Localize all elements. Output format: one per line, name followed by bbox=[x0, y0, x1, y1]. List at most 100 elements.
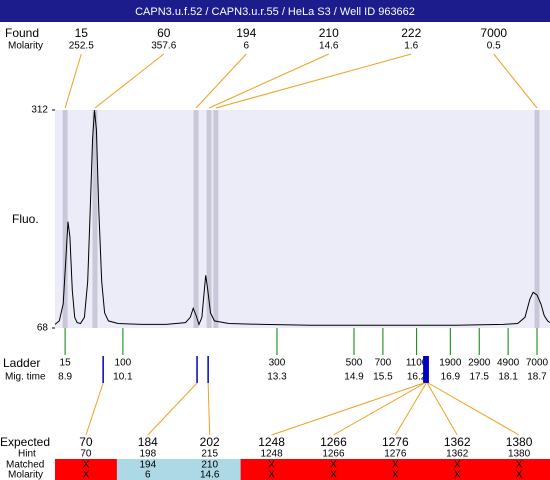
expected-label: Expected bbox=[0, 435, 50, 449]
found-size: 210 bbox=[319, 26, 339, 40]
ladder-migtime: 16.9 bbox=[441, 372, 461, 383]
found-molarity: 1.6 bbox=[404, 41, 418, 52]
expected-molarity: 6 bbox=[145, 470, 151, 480]
expected-size: 1362 bbox=[444, 435, 471, 449]
ladder-size: 100 bbox=[115, 358, 132, 369]
ladder-size: 500 bbox=[346, 358, 363, 369]
y-tick-label: 68 bbox=[37, 323, 49, 334]
found-molarity: 252.5 bbox=[69, 41, 94, 52]
ladder-migtime: 18.1 bbox=[498, 372, 518, 383]
migtime-label: Mig. time bbox=[5, 372, 46, 383]
expected-size: 1380 bbox=[506, 435, 533, 449]
expected-matched: X bbox=[516, 460, 523, 471]
ladder-migtime: 13.3 bbox=[267, 372, 287, 383]
expected-matched: X bbox=[268, 460, 275, 471]
match-cell bbox=[240, 459, 303, 480]
ladder-label: Ladder bbox=[3, 356, 40, 370]
expected-molarity: X bbox=[454, 470, 461, 480]
expected-size: 70 bbox=[79, 435, 93, 449]
peak-link bbox=[94, 53, 165, 109]
match-cell bbox=[488, 459, 550, 480]
expected-size: 1276 bbox=[382, 435, 409, 449]
expected-link bbox=[85, 382, 104, 436]
match-cell bbox=[178, 459, 242, 480]
expected-hint: 215 bbox=[201, 449, 218, 460]
expected-matched: X bbox=[83, 460, 90, 471]
ladder-migtime: 17.5 bbox=[469, 372, 489, 383]
title-bar bbox=[0, 0, 550, 22]
found-molarity: 6 bbox=[243, 41, 249, 52]
peak-link bbox=[493, 53, 538, 109]
found-molarity: 357.6 bbox=[151, 41, 176, 52]
ladder-size: 15 bbox=[60, 358, 72, 369]
expected-molarity: X bbox=[392, 470, 399, 480]
expected-molarity: X bbox=[83, 470, 90, 480]
expected-link bbox=[426, 382, 458, 436]
ladder-size: 300 bbox=[269, 358, 286, 369]
peak-band bbox=[193, 110, 199, 328]
expected-hint: 1276 bbox=[384, 449, 407, 460]
expected-hint: 1362 bbox=[446, 449, 469, 460]
ladder-migtime: 14.9 bbox=[344, 372, 364, 383]
peak-link bbox=[64, 53, 82, 109]
found-molarity: 14.6 bbox=[319, 41, 339, 52]
expected-hint: 1248 bbox=[260, 449, 283, 460]
peak-link bbox=[215, 53, 412, 109]
matched-label: Matched bbox=[6, 460, 44, 471]
expected-hint: 198 bbox=[139, 449, 156, 460]
trace bbox=[54, 109, 550, 326]
expected-link bbox=[427, 382, 520, 436]
expected-link bbox=[147, 382, 198, 436]
expected-hint: 70 bbox=[80, 449, 92, 460]
ladder-migtime: 10.1 bbox=[113, 372, 133, 383]
expected-matched: X bbox=[392, 460, 399, 471]
peak-band bbox=[213, 110, 219, 328]
peak-band bbox=[206, 110, 212, 328]
expected-matched: X bbox=[454, 460, 461, 471]
match-cell bbox=[116, 459, 180, 480]
ladder-migtime: 8.9 bbox=[58, 372, 72, 383]
found-size: 15 bbox=[75, 26, 89, 40]
expected-hint: 1380 bbox=[508, 449, 531, 460]
expected-link bbox=[394, 382, 427, 436]
expected-molarity: X bbox=[516, 470, 523, 480]
found-size: 222 bbox=[401, 26, 421, 40]
ladder-size: 2900 bbox=[468, 358, 491, 369]
found-molarity: 0.5 bbox=[487, 41, 501, 52]
expected-matched: X bbox=[330, 460, 337, 471]
found-size: 194 bbox=[236, 26, 256, 40]
found-size: 60 bbox=[157, 26, 171, 40]
peak-link bbox=[195, 53, 247, 109]
found-size: 7000 bbox=[480, 26, 507, 40]
match-cell bbox=[302, 459, 365, 480]
ladder-size: 7000 bbox=[526, 358, 549, 369]
found-label: Found bbox=[5, 26, 39, 40]
expected-molarity: X bbox=[330, 470, 337, 480]
expected-hint: 1266 bbox=[322, 449, 345, 460]
molarity-label: Molarity bbox=[8, 41, 43, 52]
ladder-size: 700 bbox=[375, 358, 392, 369]
ladder-migtime: 15.5 bbox=[373, 372, 393, 383]
match-cell bbox=[426, 459, 489, 480]
match-cell bbox=[364, 459, 427, 480]
peak-band bbox=[534, 110, 540, 328]
title: CAPN3.u.f.52 / CAPN3.u.r.55 / HeLa S3 / … bbox=[135, 6, 415, 18]
expected-molarity: 14.6 bbox=[200, 470, 220, 480]
expected-link bbox=[207, 382, 211, 436]
expected-size: 202 bbox=[200, 435, 220, 449]
ladder-size: 1100 bbox=[406, 358, 428, 369]
plot-area bbox=[55, 110, 550, 328]
expected-link bbox=[271, 382, 425, 436]
match-cell bbox=[55, 459, 118, 480]
peak-band bbox=[92, 110, 98, 328]
peak-band bbox=[62, 110, 68, 328]
ladder-size: 1900 bbox=[439, 358, 462, 369]
ladder-migtime: 18.7 bbox=[527, 372, 547, 383]
hint-label: Hint bbox=[18, 449, 36, 460]
peak-link bbox=[208, 53, 329, 109]
expected-matched: 210 bbox=[201, 460, 218, 471]
expected-link bbox=[333, 382, 426, 436]
expected-size: 1266 bbox=[320, 435, 347, 449]
expected-molarity: X bbox=[268, 470, 275, 480]
